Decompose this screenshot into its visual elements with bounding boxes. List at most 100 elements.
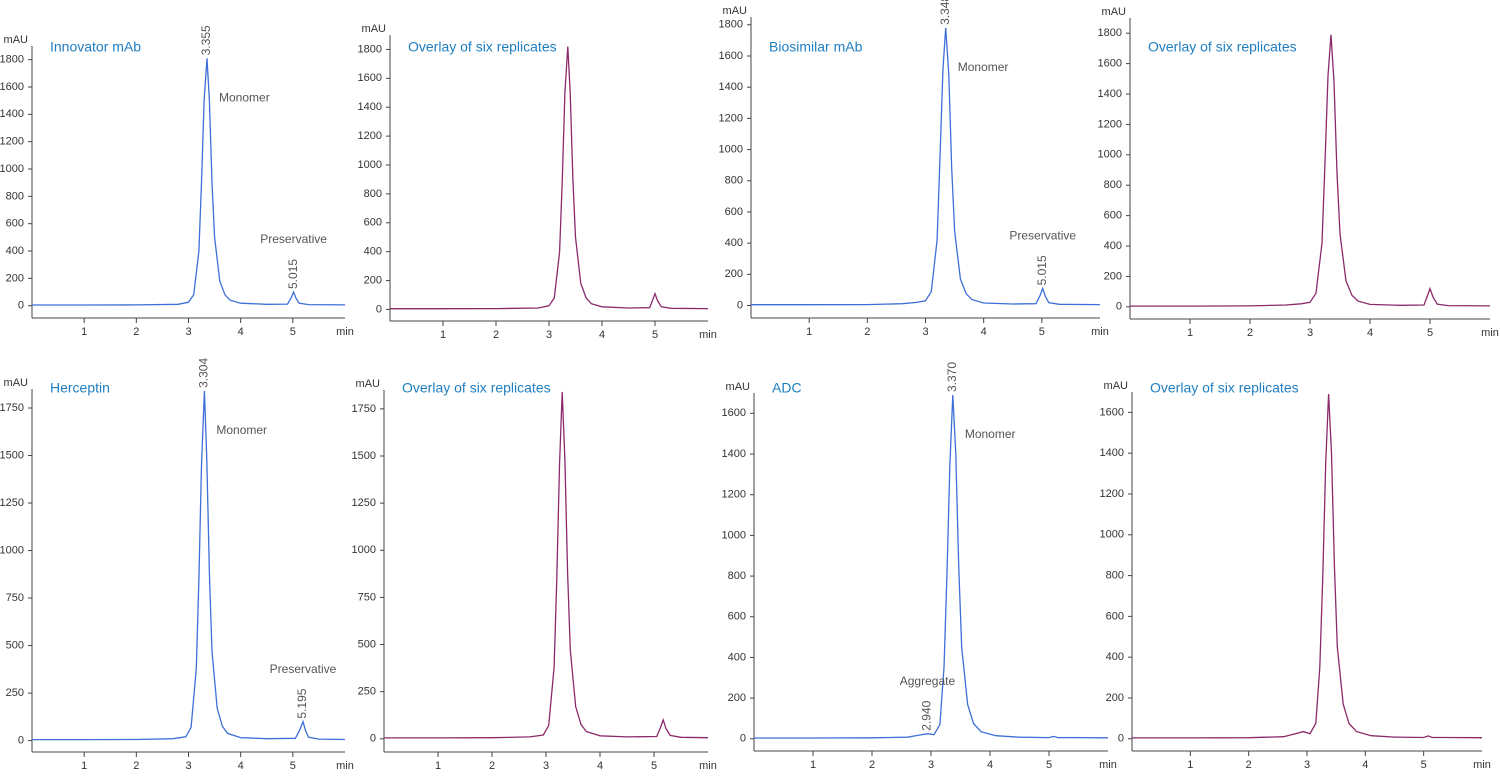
y-tick-label: 1200 <box>358 130 382 142</box>
trace <box>390 46 709 310</box>
x-tick-label: 1 <box>806 326 812 338</box>
y-tick-label: 400 <box>364 246 382 258</box>
y-tick-label: 1400 <box>358 101 382 113</box>
x-axis-label: min <box>1091 326 1109 338</box>
x-tick-label: 4 <box>1362 759 1368 771</box>
y-tick-label: 500 <box>358 638 376 650</box>
peak-label: 5.195 <box>295 688 309 718</box>
x-axis-label: min <box>699 329 717 341</box>
y-axis-label: mAU <box>4 34 29 46</box>
y-tick-label: 0 <box>740 733 746 745</box>
y-axis-label: mAU <box>4 377 29 389</box>
chart-title: Biosimilar mAb <box>769 39 863 55</box>
peak-label: 3.370 <box>945 362 959 392</box>
chart-title: ADC <box>772 380 802 396</box>
x-tick-label: 1 <box>440 329 446 341</box>
peak-name: Monomer <box>216 423 267 437</box>
x-tick-label: 2 <box>864 326 870 338</box>
y-tick-label: 500 <box>6 639 24 651</box>
peak-name: Aggregate <box>900 674 956 688</box>
y-tick-label: 600 <box>1106 610 1124 622</box>
trace <box>1130 34 1491 307</box>
peak-name: Preservative <box>260 232 327 246</box>
y-tick-label: 1600 <box>722 407 746 419</box>
y-tick-label: 0 <box>737 299 743 311</box>
y-tick-label: 1600 <box>1098 58 1122 70</box>
y-tick-label: 1200 <box>1098 118 1122 130</box>
x-tick-label: 2 <box>493 329 499 341</box>
y-tick-label: 200 <box>1106 692 1124 704</box>
x-tick-label: 4 <box>238 326 244 338</box>
y-tick-label: 1000 <box>358 159 382 171</box>
peak-name: Preservative <box>1009 229 1076 243</box>
trace <box>751 27 1101 306</box>
y-tick-label: 600 <box>364 217 382 229</box>
y-tick-label: 200 <box>728 692 746 704</box>
y-tick-label: 800 <box>1106 569 1124 581</box>
y-axis-label: mAU <box>726 381 751 393</box>
chart-title: Overlay of six replicates <box>402 380 551 396</box>
y-tick-label: 200 <box>725 268 743 280</box>
y-tick-label: 1800 <box>1098 27 1122 39</box>
y-tick-label: 1500 <box>0 449 24 461</box>
y-axis-label: mAU <box>1102 6 1127 18</box>
x-tick-label: 5 <box>290 326 296 338</box>
x-tick-label: 5 <box>1039 326 1045 338</box>
y-axis-label: mAU <box>1104 380 1129 392</box>
peak-label: 3.348 <box>938 0 952 25</box>
x-tick-label: 2 <box>133 760 139 772</box>
x-tick-label: 5 <box>652 329 658 341</box>
x-axis-label: min <box>1481 327 1499 339</box>
y-tick-label: 1400 <box>0 108 24 120</box>
y-tick-label: 1000 <box>1098 149 1122 161</box>
x-tick-label: 5 <box>651 760 657 772</box>
trace <box>32 390 346 741</box>
chart-title: Overlay of six replicates <box>1150 380 1299 396</box>
trace <box>384 391 709 739</box>
y-tick-label: 1750 <box>352 403 376 415</box>
y-tick-label: 1800 <box>358 43 382 55</box>
y-tick-label: 400 <box>728 651 746 663</box>
x-axis-label: min <box>699 760 717 772</box>
y-tick-label: 0 <box>1118 733 1124 745</box>
y-tick-label: 1200 <box>719 112 743 124</box>
y-tick-label: 1200 <box>0 136 24 148</box>
x-tick-label: 4 <box>981 326 987 338</box>
y-tick-label: 1600 <box>358 72 382 84</box>
x-tick-label: 3 <box>185 326 191 338</box>
y-tick-label: 1500 <box>352 450 376 462</box>
y-tick-label: 800 <box>725 175 743 187</box>
y-tick-label: 1800 <box>719 19 743 31</box>
x-axis-label: min <box>1473 759 1491 771</box>
x-tick-label: 5 <box>1046 759 1052 771</box>
y-tick-label: 1250 <box>0 497 24 509</box>
chart-title: Overlay of six replicates <box>1148 39 1297 55</box>
peak-name: Monomer <box>965 427 1016 441</box>
peak-label: 5.015 <box>286 259 300 289</box>
trace <box>1132 393 1483 739</box>
x-tick-label: 3 <box>185 760 191 772</box>
y-tick-label: 0 <box>18 735 24 747</box>
y-tick-label: 250 <box>6 687 24 699</box>
x-tick-label: 2 <box>1247 327 1253 339</box>
y-tick-label: 800 <box>728 570 746 582</box>
y-tick-label: 800 <box>6 190 24 202</box>
x-tick-label: 1 <box>81 326 87 338</box>
y-tick-label: 400 <box>1106 651 1124 663</box>
x-tick-label: 1 <box>1187 759 1193 771</box>
peak-label: 2.940 <box>920 700 934 730</box>
y-tick-label: 0 <box>18 300 24 312</box>
x-tick-label: 3 <box>1304 759 1310 771</box>
chart-title: Innovator mAb <box>50 39 141 55</box>
y-tick-label: 1000 <box>722 529 746 541</box>
y-tick-label: 750 <box>6 592 24 604</box>
x-axis-label: min <box>336 326 354 338</box>
x-tick-label: 4 <box>238 760 244 772</box>
y-tick-label: 1200 <box>1100 488 1124 500</box>
y-tick-label: 1600 <box>0 81 24 93</box>
y-tick-label: 600 <box>6 218 24 230</box>
x-tick-label: 5 <box>1421 759 1427 771</box>
x-tick-label: 2 <box>133 326 139 338</box>
